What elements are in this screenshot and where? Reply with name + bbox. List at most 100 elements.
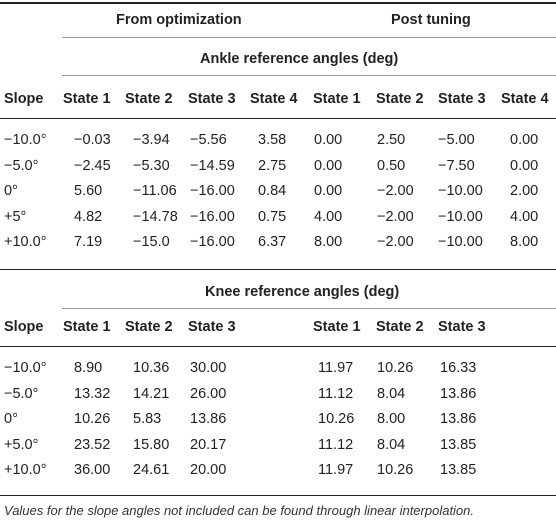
knee-value-cell: 11.12 xyxy=(318,385,354,402)
group-underline xyxy=(62,37,556,38)
ankle-value-cell: 0.00 xyxy=(510,132,539,148)
header-state-1: State 1 xyxy=(63,319,111,335)
knee-value-cell: 11.97 xyxy=(318,462,354,478)
header-state-4: State 4 xyxy=(250,91,298,107)
header-state-2: State 2 xyxy=(125,91,173,107)
ankle-value-cell: 2.75 xyxy=(258,157,287,174)
header-slope: Slope xyxy=(4,91,44,107)
ankle-value-cell: −0.03 xyxy=(74,132,111,148)
knee-value-cell: 11.97 xyxy=(318,360,354,376)
knee-value-cell: 15.80 xyxy=(133,436,170,453)
knee-header-rule xyxy=(0,346,556,347)
header-slope: Slope xyxy=(4,319,44,335)
ankle-value-cell: 0.00 xyxy=(314,157,343,174)
ankle-value-cell: 2.00 xyxy=(510,183,539,199)
ankle-value-cell: −14.78 xyxy=(133,208,178,225)
ankle-value-cell: −5.30 xyxy=(133,157,170,174)
knee-slope-cell: +5.0° xyxy=(4,436,39,453)
ankle-slope-cell: 0° xyxy=(4,183,18,199)
header-state-3: State 3 xyxy=(438,91,486,107)
group-header-post-tuning: Post tuning xyxy=(391,12,471,28)
ankle-section-title: Ankle reference angles (deg) xyxy=(200,51,399,67)
top-rule xyxy=(0,2,556,4)
ankle-value-cell: 0.00 xyxy=(314,183,343,199)
ankle-slope-cell: −10.0° xyxy=(4,132,47,148)
ankle-title-underline xyxy=(62,75,556,76)
knee-value-cell: 13.85 xyxy=(440,436,477,453)
knee-value-cell: 10.26 xyxy=(377,360,414,376)
ankle-value-cell: −16.00 xyxy=(190,183,235,199)
knee-value-cell: 13.86 xyxy=(440,411,477,427)
ankle-value-cell: −3.94 xyxy=(133,132,170,148)
header-state-2: State 2 xyxy=(376,91,424,107)
ankle-header-rule xyxy=(0,118,556,119)
ankle-value-cell: 4.82 xyxy=(74,208,103,225)
knee-value-cell: 16.33 xyxy=(440,360,477,376)
header-state-1: State 1 xyxy=(313,319,361,335)
knee-value-cell: 8.04 xyxy=(377,385,406,402)
knee-value-cell: 13.86 xyxy=(440,385,477,402)
ankle-slope-cell: +5° xyxy=(4,208,27,225)
ankle-value-cell: 6.37 xyxy=(258,234,287,250)
ankle-value-cell: 3.58 xyxy=(258,132,287,148)
ankle-value-cell: 0.75 xyxy=(258,208,287,225)
ankle-value-cell: 0.00 xyxy=(314,132,343,148)
knee-slope-cell: +10.0° xyxy=(4,462,47,478)
ankle-slope-cell: +10.0° xyxy=(4,234,47,250)
ankle-value-cell: 8.00 xyxy=(314,234,343,250)
knee-title-underline xyxy=(62,308,556,309)
ankle-value-cell: −5.00 xyxy=(438,132,475,148)
ankle-value-cell: 7.19 xyxy=(74,234,103,250)
ankle-value-cell: 8.00 xyxy=(510,234,539,250)
ankle-value-cell: −10.00 xyxy=(438,234,483,250)
knee-slope-cell: −10.0° xyxy=(4,360,47,376)
header-state-3: State 3 xyxy=(188,319,236,335)
ankle-value-cell: −2.00 xyxy=(377,183,414,199)
ankle-value-cell: 0.00 xyxy=(510,157,539,174)
ankle-value-cell: 0.84 xyxy=(258,183,287,199)
knee-value-cell: 11.12 xyxy=(318,436,354,453)
knee-value-cell: 13.32 xyxy=(74,385,111,402)
ankle-value-cell: −2.00 xyxy=(377,208,414,225)
knee-value-cell: 30.00 xyxy=(190,360,227,376)
table-footnote: Values for the slope angles not included… xyxy=(4,503,475,518)
knee-value-cell: 5.83 xyxy=(133,411,162,427)
ankle-value-cell: −5.56 xyxy=(190,132,227,148)
knee-value-cell: 8.90 xyxy=(74,360,103,376)
knee-value-cell: 20.00 xyxy=(190,462,227,478)
ankle-value-cell: 5.60 xyxy=(74,183,103,199)
ankle-value-cell: −2.00 xyxy=(377,234,414,250)
group-header-optimization: From optimization xyxy=(116,12,242,28)
ankle-slope-cell: −5.0° xyxy=(4,157,39,174)
knee-slope-cell: −5.0° xyxy=(4,385,39,402)
header-state-1: State 1 xyxy=(313,91,361,107)
knee-value-cell: 8.00 xyxy=(377,411,406,427)
header-state-1: State 1 xyxy=(63,91,111,107)
knee-slope-cell: 0° xyxy=(4,411,18,427)
ankle-value-cell: −11.06 xyxy=(133,183,177,199)
knee-value-cell: 10.26 xyxy=(377,462,414,478)
ankle-value-cell: −2.45 xyxy=(74,157,111,174)
ankle-value-cell: −14.59 xyxy=(190,157,235,174)
ankle-value-cell: 2.50 xyxy=(377,132,406,148)
header-state-2: State 2 xyxy=(125,319,173,335)
knee-value-cell: 20.17 xyxy=(190,436,227,453)
header-state-3: State 3 xyxy=(188,91,236,107)
knee-value-cell: 13.86 xyxy=(190,411,227,427)
header-state-3: State 3 xyxy=(438,319,486,335)
ankle-value-cell: 4.00 xyxy=(510,208,539,225)
ankle-value-cell: 0.50 xyxy=(377,157,406,174)
ankle-value-cell: −16.00 xyxy=(190,208,235,225)
knee-value-cell: 36.00 xyxy=(74,462,111,478)
ankle-value-cell: −10.00 xyxy=(438,208,483,225)
ankle-value-cell: −10.00 xyxy=(438,183,483,199)
header-state-4: State 4 xyxy=(501,91,549,107)
knee-value-cell: 13.85 xyxy=(440,462,477,478)
section-rule xyxy=(0,269,556,270)
knee-value-cell: 14.21 xyxy=(133,385,170,402)
ankle-value-cell: 4.00 xyxy=(314,208,343,225)
ankle-value-cell: −16.00 xyxy=(190,234,235,250)
knee-value-cell: 8.04 xyxy=(377,436,406,453)
knee-value-cell: 10.26 xyxy=(318,411,355,427)
